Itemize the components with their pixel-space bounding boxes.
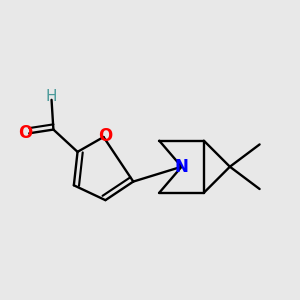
Text: O: O bbox=[18, 124, 32, 142]
Text: N: N bbox=[175, 158, 188, 176]
Text: O: O bbox=[98, 127, 112, 145]
Text: H: H bbox=[46, 88, 57, 104]
